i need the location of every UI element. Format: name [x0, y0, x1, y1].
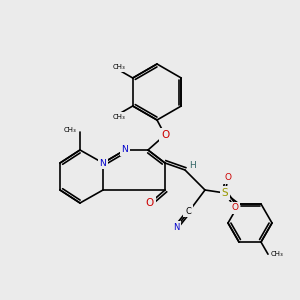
Text: CH₃: CH₃ [112, 64, 125, 70]
Text: CH₃: CH₃ [112, 114, 125, 120]
Text: O: O [224, 173, 232, 182]
Text: CH₃: CH₃ [63, 127, 76, 133]
Text: H: H [190, 160, 196, 169]
Text: N: N [122, 146, 128, 154]
Text: N: N [173, 223, 179, 232]
Text: N: N [100, 158, 106, 167]
Text: CH₃: CH₃ [271, 251, 284, 257]
Text: O: O [161, 130, 169, 140]
Text: O: O [146, 198, 154, 208]
Text: S: S [222, 188, 228, 198]
Text: O: O [232, 203, 238, 212]
Text: C: C [185, 206, 191, 215]
